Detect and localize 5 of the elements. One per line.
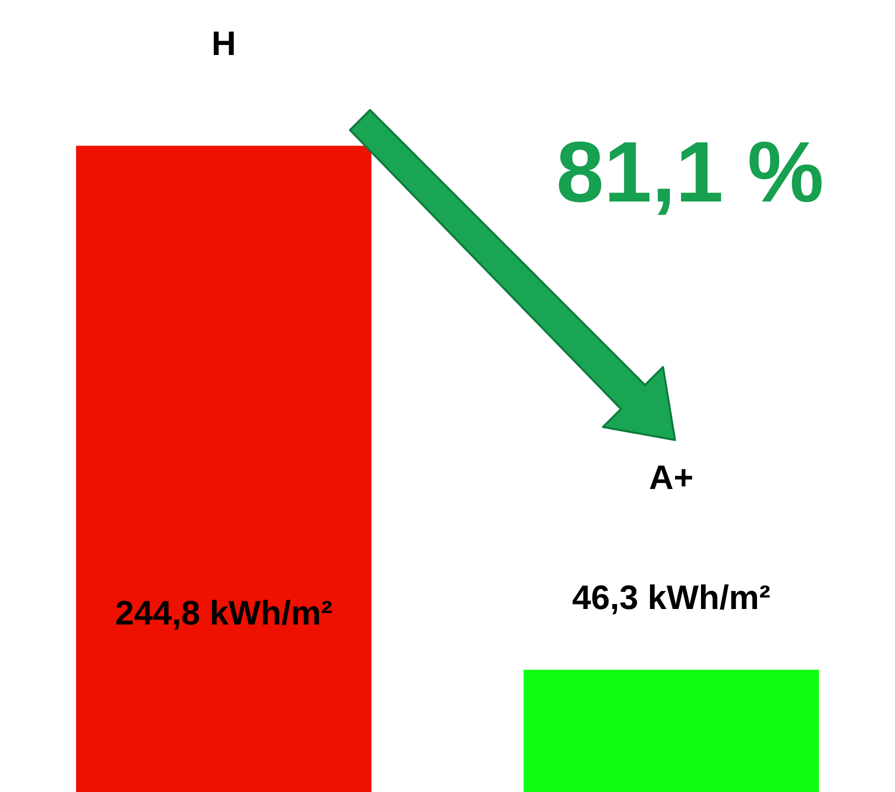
annotation: 81,1 % xyxy=(556,124,824,221)
x-tick-label: A+ xyxy=(649,459,694,498)
x-tick-label: H xyxy=(211,25,236,64)
data-label: 244,8 kWh/m² xyxy=(115,594,332,632)
data-label: 46,3 kWh/m² xyxy=(572,579,770,618)
